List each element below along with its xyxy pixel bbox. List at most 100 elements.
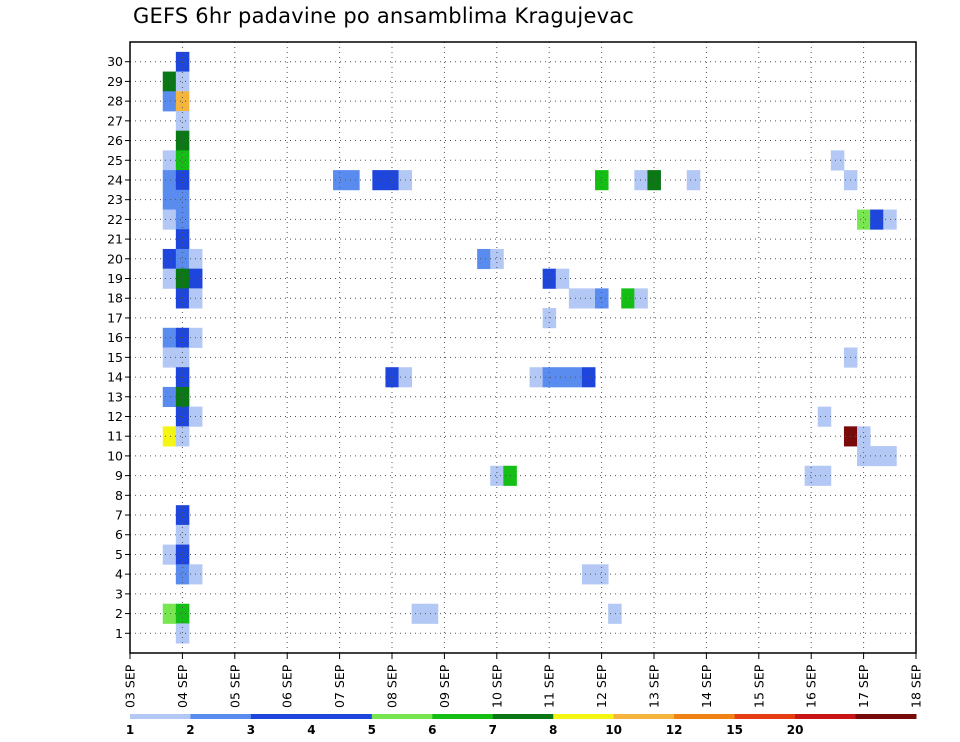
colorbar-label: 4 (307, 723, 315, 737)
x-tick-label: 09 SEP (437, 664, 452, 708)
heatmap-cell (162, 347, 177, 368)
heatmap-cell (608, 603, 622, 624)
y-tick-label: 20 (107, 251, 123, 266)
heatmap-cell (424, 603, 439, 624)
colorbar-swatch (130, 714, 191, 719)
heatmap-cell (175, 91, 190, 112)
heatmap-cell (175, 229, 190, 250)
x-tick-label: 05 SEP (227, 664, 242, 708)
heatmap-cell (162, 268, 177, 289)
heatmap-cell (175, 110, 190, 132)
heatmap-cell (162, 603, 177, 624)
colorbar-label: 6 (428, 723, 436, 737)
y-tick-label: 22 (107, 212, 123, 227)
heatmap-cell (162, 209, 177, 230)
heatmap-cell (175, 130, 190, 151)
heatmap-cell (175, 406, 190, 427)
heatmap-cell (804, 465, 819, 486)
chart-title: GEFS 6hr padavine po ansamblima Kragujev… (133, 4, 635, 28)
heatmap-cell (175, 51, 190, 72)
y-tick-label: 29 (107, 74, 123, 89)
y-tick-label: 25 (107, 153, 123, 168)
heatmap-cell (175, 426, 190, 447)
heatmap-cell (162, 91, 177, 112)
y-tick-label: 19 (107, 271, 123, 286)
plot-frame (129, 41, 917, 654)
heatmap-cell (647, 170, 661, 191)
colorbar-swatch (674, 714, 736, 719)
heatmap-cell (621, 288, 635, 309)
x-tick-label: 13 SEP (647, 664, 662, 708)
heatmap-cell (857, 209, 871, 230)
heatmap-cell (555, 268, 570, 289)
colorbar-label: 20 (787, 723, 804, 737)
colorbar-swatch (250, 714, 312, 719)
y-tick-label: 30 (107, 54, 123, 69)
x-tick-label: 17 SEP (856, 664, 871, 708)
y-tick-label: 8 (115, 488, 123, 503)
y-tick-label: 11 (107, 429, 123, 444)
heatmap-cell (542, 308, 557, 329)
colorbar-label: 15 (726, 723, 743, 737)
heatmap-cell (175, 268, 190, 289)
y-tick-label: 15 (107, 350, 123, 365)
heatmap-cell (162, 386, 177, 408)
colorbar-swatch (553, 714, 615, 719)
heatmap-cell (817, 465, 832, 486)
colorbar-swatch (190, 714, 252, 719)
x-tick-label: 18 SEP (909, 664, 924, 708)
y-tick-label: 13 (107, 389, 123, 404)
x-tick-label: 12 SEP (594, 664, 609, 708)
colorbar-label: 12 (666, 723, 683, 737)
heatmap-cell (175, 288, 190, 309)
heatmap-cell (870, 209, 884, 230)
heatmap-cell (686, 170, 701, 191)
heatmap-cell (175, 564, 190, 585)
heatmap-cell (857, 446, 871, 467)
y-tick-label: 28 (107, 94, 123, 109)
colorbar: 1 2 3 4 5 6 7 8 10 12 15 20 (126, 714, 917, 737)
y-tick-label: 5 (115, 547, 123, 562)
colorbar-swatch (371, 714, 433, 719)
heatmap-cell (581, 367, 596, 388)
x-tick-label: 10 SEP (489, 664, 504, 708)
heatmap-cell (162, 426, 177, 447)
y-axis-ticks: 1234567891011121314151617181920212223242… (107, 54, 130, 641)
heatmap-cell (175, 603, 190, 624)
colorbar-label: 5 (368, 723, 376, 737)
x-axis-ticks: 03 SEP 04 SEP 05 SEP 06 SEP 07 SEP 08 SEP 09 S… (123, 653, 924, 708)
grid-lines (130, 42, 916, 653)
heatmap-cell (175, 623, 190, 644)
heatmap-cell (529, 367, 544, 388)
y-tick-label: 4 (115, 567, 123, 582)
y-tick-label: 10 (107, 448, 123, 463)
heatmap-cell (175, 170, 190, 191)
heatmap-cell (175, 248, 190, 270)
x-tick-label: 11 SEP (542, 664, 557, 708)
y-tick-label: 12 (107, 409, 123, 424)
colorbar-label: 3 (247, 723, 255, 737)
heatmap-cell (830, 150, 845, 171)
y-tick-label: 23 (107, 192, 123, 207)
heatmap-cell (372, 170, 386, 191)
heatmap-cell (175, 71, 190, 92)
heatmap-cell (175, 524, 190, 545)
heatmap-cell (162, 71, 177, 92)
heatmap-cell (385, 170, 399, 191)
heatmap-cell (477, 248, 491, 270)
x-tick-label: 08 SEP (385, 664, 400, 708)
y-tick-label: 21 (107, 232, 123, 247)
colorbar-label: 2 (186, 723, 194, 737)
heatmap-cell (857, 426, 871, 447)
heatmap-cell (175, 505, 190, 526)
heatmap-cell (346, 170, 360, 191)
heatmap-cell (175, 150, 190, 171)
colorbar-swatch (311, 714, 373, 719)
heatmap-cell (870, 446, 884, 467)
colorbar-swatch (432, 714, 494, 719)
heatmap-cell (490, 248, 504, 270)
colorbar-swatch (795, 714, 857, 719)
heatmap-cell (490, 465, 504, 486)
y-tick-label: 6 (115, 527, 123, 542)
